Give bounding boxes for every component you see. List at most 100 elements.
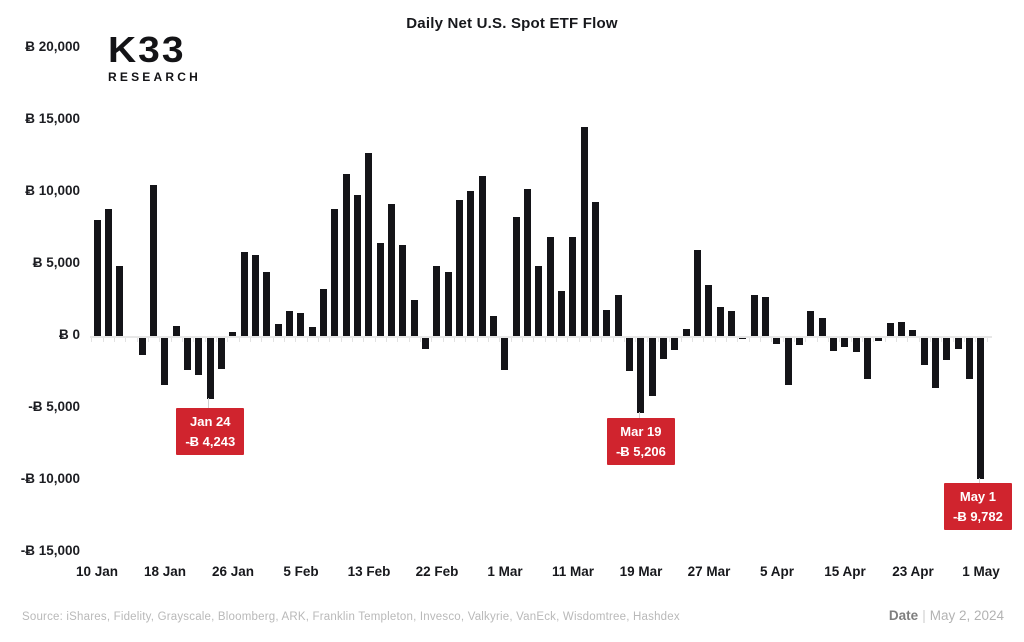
x-axis-label-13-feb: 13 Feb <box>347 564 391 579</box>
bar-23-apr <box>909 329 917 336</box>
axis-tick <box>238 338 240 342</box>
axis-tick <box>714 338 716 342</box>
chart-title: Daily Net U.S. Spot ETF Flow <box>406 15 618 32</box>
bar-6-mar <box>535 265 543 336</box>
bar-15-feb <box>388 203 396 336</box>
bar-15-apr <box>841 338 849 347</box>
axis-tick <box>544 338 546 342</box>
bar-13-mar <box>592 202 600 336</box>
axis-tick <box>555 338 557 342</box>
bar-21-mar <box>660 338 668 359</box>
axis-tick <box>680 338 682 342</box>
axis-tick <box>771 338 773 342</box>
axis-tick <box>884 338 886 342</box>
axis-tick <box>691 338 693 342</box>
logo-subtitle: RESEARCH <box>108 70 201 84</box>
axis-tick <box>737 338 739 342</box>
bar-11-mar <box>569 236 577 336</box>
x-axis-label-1-mar: 1 Mar <box>487 564 523 579</box>
bar-1-feb <box>274 323 282 336</box>
bar-23-jan <box>195 338 203 376</box>
x-axis-label-27-mar: 27 Mar <box>687 564 731 579</box>
axis-tick <box>159 338 161 342</box>
axis-tick <box>975 338 977 342</box>
axis-tick <box>782 338 784 342</box>
bar-22-jan <box>184 338 192 371</box>
bar-18-apr <box>875 338 883 341</box>
callout-date: May 1 <box>959 489 996 504</box>
y-axis-label--5000: -Ƀ 5,000 <box>28 398 80 414</box>
bar-26-feb <box>456 200 464 336</box>
axis-tick <box>136 338 138 342</box>
bar-18-jan <box>161 338 169 385</box>
bar-12-mar <box>580 127 588 336</box>
axis-tick <box>635 338 637 342</box>
axis-tick <box>351 338 353 342</box>
x-axis-label-5-apr: 5 Apr <box>759 564 794 579</box>
axis-tick <box>510 338 512 342</box>
axis-tick <box>929 338 931 342</box>
bar-8-mar <box>558 291 566 336</box>
axis-tick <box>125 338 127 342</box>
axis-tick <box>895 338 897 342</box>
axis-tick <box>91 338 93 342</box>
source-attribution: Source: iShares, Fidelity, Grayscale, Bl… <box>22 611 680 623</box>
axis-tick <box>589 338 591 342</box>
annotation-mar-19: Mar 19 -Ƀ 5,206 <box>606 418 675 465</box>
bar-25-apr <box>932 338 940 389</box>
axis-tick <box>918 338 920 342</box>
axis-tick <box>805 338 807 342</box>
logo-wordmark: K33 <box>108 30 186 71</box>
bar-7-mar <box>546 236 554 336</box>
bar-4-apr <box>762 297 770 336</box>
bar-29-feb <box>490 315 498 336</box>
bar-10-jan <box>93 219 101 336</box>
axis-tick <box>385 338 387 342</box>
bar-19-jan <box>172 325 180 336</box>
date-label: Date <box>888 608 919 623</box>
axis-tick <box>408 338 410 342</box>
bar-22-apr <box>898 322 906 336</box>
bar-1-may <box>977 338 985 479</box>
axis-tick <box>487 338 489 342</box>
bar-23-feb <box>444 272 452 336</box>
bar-28-feb <box>478 176 486 336</box>
bar-30-apr <box>966 338 974 379</box>
bar-31-jan <box>263 272 271 336</box>
bar-9-feb <box>342 174 350 336</box>
bar-10-apr <box>807 310 815 336</box>
bar-26-apr <box>943 338 951 361</box>
bar-20-feb <box>410 300 418 336</box>
bar-14-mar <box>603 310 611 336</box>
bar-18-mar <box>626 338 634 372</box>
axis-tick <box>329 338 331 342</box>
axis-tick <box>181 338 183 342</box>
axis-tick <box>227 338 229 342</box>
bar-5-apr <box>773 338 781 345</box>
callout-connector <box>638 411 640 419</box>
axis-tick <box>147 338 149 342</box>
bar-17-apr <box>864 338 872 379</box>
bar-14-feb <box>376 243 384 336</box>
bar-5-mar <box>524 189 532 336</box>
bar-27-feb <box>467 190 475 336</box>
axis-tick <box>578 338 580 342</box>
footer-date: Date | May 2, 2024 <box>889 608 1004 623</box>
axis-tick <box>317 338 319 342</box>
axis-tick <box>465 338 467 342</box>
axis-tick <box>827 338 829 342</box>
bar-25-mar <box>682 328 690 336</box>
axis-tick <box>453 338 455 342</box>
axis-tick <box>431 338 433 342</box>
x-axis-label-19-mar: 19 Mar <box>619 564 663 579</box>
axis-tick <box>102 338 104 342</box>
bar-8-feb <box>331 209 339 336</box>
axis-tick <box>193 338 195 342</box>
bar-22-mar <box>671 338 679 350</box>
bar-19-apr <box>886 323 894 336</box>
bar-29-jan <box>240 251 248 336</box>
x-axis-label-26-jan: 26 Jan <box>211 564 254 579</box>
callout-value: -Ƀ 9,782 <box>953 508 1003 524</box>
annotation-jan-24: Jan 24 -Ƀ 4,243 <box>176 408 245 455</box>
axis-tick <box>113 338 115 342</box>
